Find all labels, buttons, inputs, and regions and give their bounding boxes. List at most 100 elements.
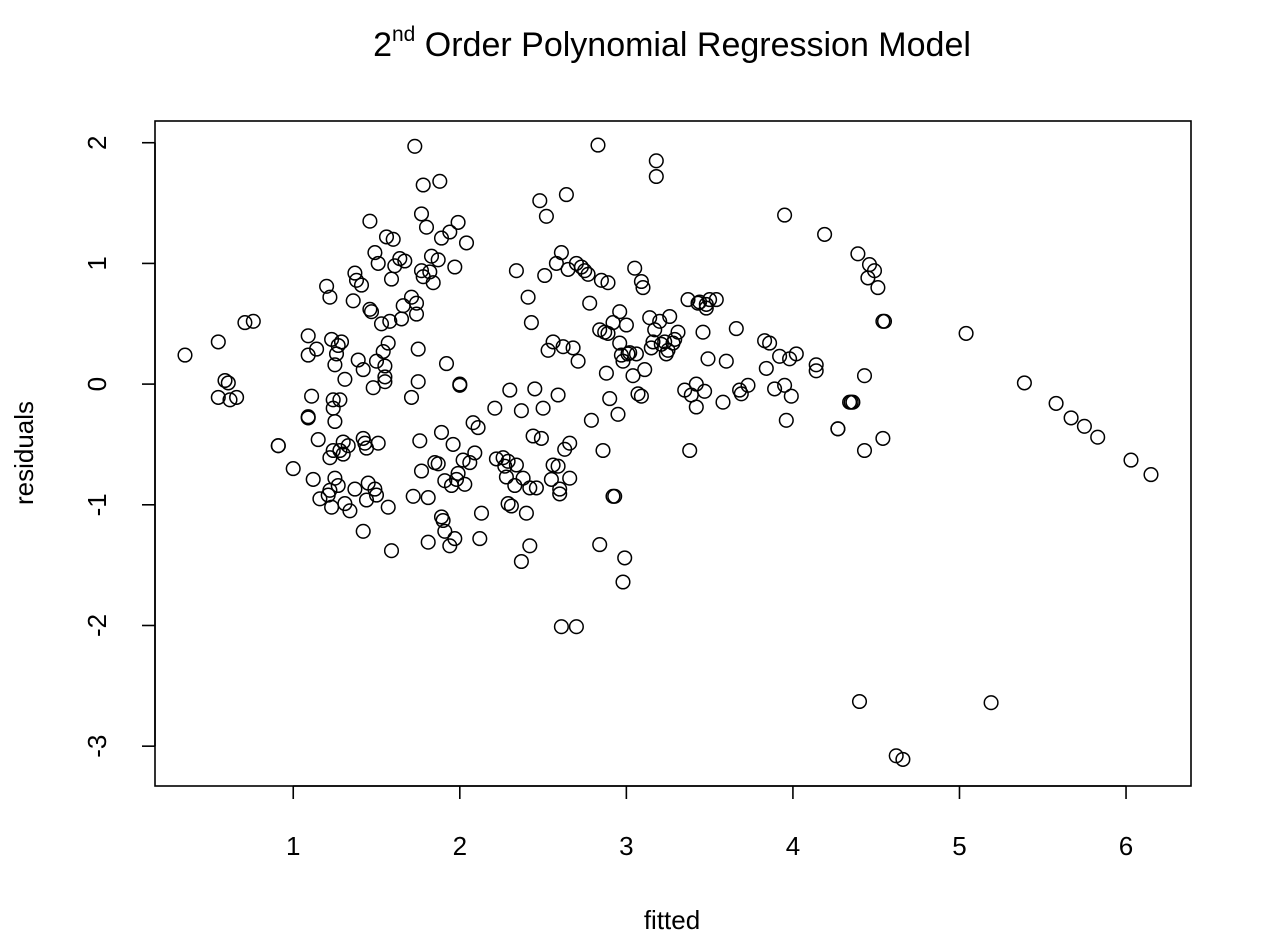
data-point — [395, 298, 411, 314]
data-point — [210, 334, 226, 350]
data-point — [688, 399, 704, 415]
data-point — [522, 480, 538, 496]
data-point — [553, 245, 569, 261]
data-point — [337, 371, 353, 387]
data-point — [229, 389, 245, 405]
data-point — [617, 550, 633, 566]
data-point — [527, 381, 543, 397]
data-point — [817, 226, 833, 242]
data-point — [593, 272, 609, 288]
data-point — [637, 362, 653, 378]
data-point — [690, 295, 706, 311]
data-point — [500, 496, 516, 512]
data-point — [322, 289, 338, 305]
data-point — [845, 394, 861, 410]
plot-frame — [154, 120, 1192, 787]
data-point — [592, 537, 608, 553]
data-point — [533, 430, 549, 446]
data-point — [607, 488, 623, 504]
data-point — [538, 208, 554, 224]
data-point — [324, 499, 340, 515]
data-point — [305, 471, 321, 487]
data-point — [778, 412, 794, 428]
data-point — [568, 619, 584, 635]
data-point — [808, 357, 824, 373]
data-point — [508, 457, 524, 473]
data-point — [420, 490, 436, 506]
x-tick-label: 2 — [453, 831, 467, 861]
data-point — [762, 335, 778, 351]
data-point — [245, 313, 261, 329]
data-point — [850, 246, 866, 262]
chart-title-superscript: nd — [392, 23, 415, 46]
data-point — [410, 374, 426, 390]
data-point — [702, 292, 718, 308]
data-point — [618, 317, 634, 333]
data-point — [312, 491, 328, 507]
y-tick-label: -2 — [82, 614, 112, 637]
data-point — [237, 315, 253, 331]
x-tick-label: 4 — [786, 831, 800, 861]
data-point — [558, 187, 574, 203]
data-point — [410, 341, 426, 357]
data-point — [332, 392, 348, 408]
data-point — [487, 400, 503, 416]
data-point — [508, 263, 524, 279]
data-point — [498, 469, 514, 485]
data-point — [698, 300, 714, 316]
data-point — [615, 574, 631, 590]
data-point — [553, 619, 569, 635]
data-point — [662, 308, 678, 325]
data-point — [550, 458, 566, 474]
data-point — [513, 403, 529, 419]
data-point — [523, 315, 539, 331]
data-point — [610, 406, 626, 422]
data-point — [783, 388, 799, 404]
data-point — [497, 458, 513, 474]
data-point — [537, 267, 553, 284]
data-point — [345, 293, 361, 309]
chart-title-text: Order Polynomial Regression Model — [415, 26, 971, 64]
data-point — [363, 304, 380, 320]
data-point — [630, 386, 646, 402]
data-point — [772, 348, 788, 364]
data-point — [353, 277, 370, 293]
data-point — [555, 339, 571, 355]
data-point — [602, 391, 618, 407]
data-point — [422, 264, 438, 280]
data-point — [620, 346, 636, 362]
data-point — [532, 193, 548, 209]
data-point — [452, 376, 468, 392]
data-point — [1076, 418, 1092, 434]
data-point — [740, 377, 756, 393]
data-point — [470, 420, 486, 436]
data-point — [442, 224, 458, 240]
data-point — [447, 531, 463, 547]
data-point — [1016, 375, 1032, 391]
data-point — [513, 553, 529, 570]
data-point — [545, 334, 561, 350]
data-point — [652, 313, 668, 329]
data-point — [866, 263, 883, 279]
data-point — [697, 383, 713, 399]
data-point — [327, 357, 343, 373]
data-point — [420, 534, 436, 550]
data-point — [438, 356, 455, 372]
chart-title: 2nd Order Polynomial Regression Model — [373, 23, 971, 64]
data-point — [368, 353, 385, 369]
data-point — [520, 289, 536, 305]
data-point — [335, 446, 351, 462]
data-point — [1048, 395, 1064, 411]
data-point — [330, 337, 346, 354]
data-point — [408, 306, 425, 322]
data-point — [467, 445, 483, 461]
data-point — [645, 334, 661, 350]
data-point — [377, 374, 393, 390]
chart-title-number: 2 — [373, 26, 392, 64]
data-point — [319, 278, 335, 294]
data-point — [522, 538, 538, 554]
data-point — [808, 363, 824, 379]
data-point — [718, 353, 734, 369]
data-point — [368, 487, 385, 503]
data-point — [373, 316, 390, 332]
